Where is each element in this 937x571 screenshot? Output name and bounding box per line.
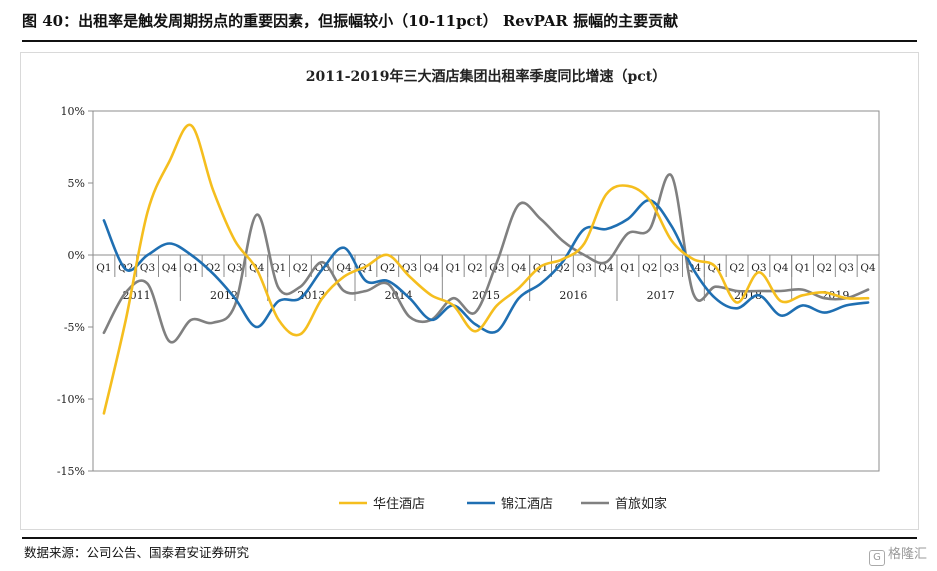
series-line-3 — [102, 173, 870, 344]
header-rule — [22, 40, 917, 42]
x-tick-label-quarter: Q2 — [467, 262, 482, 274]
source-footer: 数据来源：公司公告、国泰君安证券研究 — [22, 537, 917, 563]
x-tick-label-quarter: Q2 — [817, 262, 832, 274]
x-tick-label-quarter: Q1 — [620, 262, 635, 274]
x-tick-label-quarter: Q4 — [511, 262, 527, 274]
x-tick-label-year: 2015 — [472, 289, 500, 302]
series-line-2 — [102, 199, 870, 334]
x-tick-label-quarter: Q2 — [642, 262, 657, 274]
legend-label-1: 华住酒店 — [373, 497, 425, 512]
legend-label-2: 锦江酒店 — [501, 497, 553, 512]
x-tick-label-quarter: Q1 — [96, 262, 111, 274]
x-tick-label-year: 2017 — [647, 289, 675, 302]
watermark-text: 格隆汇 — [887, 547, 927, 562]
y-tick-label: 10% — [61, 105, 85, 118]
watermark-logo-icon: G — [868, 550, 885, 566]
x-tick-label-quarter: Q2 — [380, 262, 395, 274]
x-tick-label-quarter: Q3 — [839, 262, 854, 274]
x-tick-label-quarter: Q4 — [860, 262, 876, 274]
x-tick-label-quarter: Q2 — [293, 262, 308, 274]
figure-header: 图 40：出租率是触发周期拐点的重要因素，但振幅较小（10-11pct） Rev… — [22, 10, 917, 42]
chart-frame: 2011-2019年三大酒店集团出租率季度同比增速（pct） 10% 5% 0% -5%… — [20, 52, 919, 530]
x-tick-label-quarter: Q1 — [184, 262, 199, 274]
legend-label-3: 首旅如家 — [615, 496, 667, 512]
y-tick-label: 0% — [68, 249, 85, 262]
x-tick-label-quarter: Q1 — [446, 262, 461, 274]
x-tick-label-quarter: Q2 — [729, 262, 744, 274]
figure-title: 图 40：出租率是触发周期拐点的重要因素，但振幅较小（10-11pct） Rev… — [22, 12, 679, 30]
y-tick-label: -15% — [57, 465, 85, 478]
x-tick-label-year: 2013 — [297, 289, 325, 302]
x-tick-label-quarter: Q3 — [751, 262, 766, 274]
line-chart: 2011-2019年三大酒店集团出租率季度同比增速（pct） 10% 5% 0% -5%… — [57, 68, 880, 512]
x-tick-label-quarter: Q4 — [424, 262, 440, 274]
chart-title: 2011-2019年三大酒店集团出租率季度同比增速（pct） — [306, 68, 667, 85]
x-tick-label-quarter: Q3 — [664, 262, 679, 274]
series-line-1 — [102, 123, 870, 415]
y-tick-label: -5% — [64, 321, 85, 334]
x-tick-label-year: 2016 — [559, 289, 587, 302]
x-tick-label-quarter: Q4 — [598, 262, 614, 274]
source-text: 数据来源：公司公告、国泰君安证券研究 — [24, 545, 250, 560]
x-tick-label-quarter: Q4 — [336, 262, 352, 274]
x-tick-label-quarter: Q3 — [140, 262, 155, 274]
x-tick-label-quarter: Q3 — [227, 262, 242, 274]
x-tick-label-quarter: Q1 — [795, 262, 810, 274]
x-tick-label-quarter: Q4 — [162, 262, 178, 274]
x-tick-label-quarter: Q3 — [577, 262, 592, 274]
y-tick-label: 5% — [68, 177, 85, 190]
x-tick-label-year: 2014 — [385, 289, 413, 302]
watermark: G 格隆汇 — [868, 543, 927, 566]
x-tick-label-quarter: Q4 — [773, 262, 789, 274]
y-tick-label: -10% — [57, 393, 85, 406]
x-tick-label-quarter: Q1 — [271, 262, 286, 274]
